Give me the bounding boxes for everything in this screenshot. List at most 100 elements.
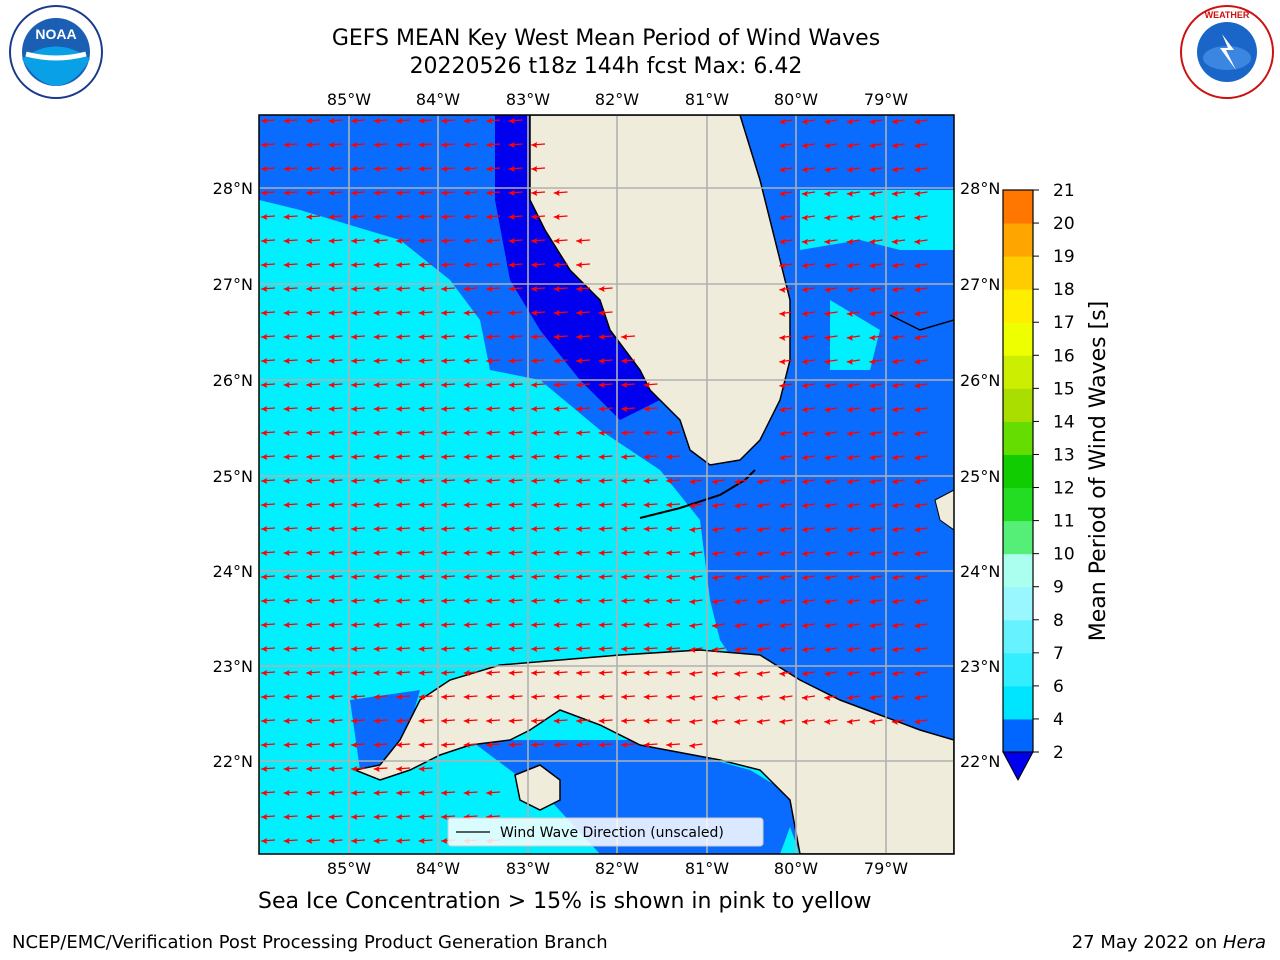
- wave-arrow: [824, 142, 838, 149]
- wave-arrow: [328, 597, 343, 604]
- wave-arrow: [351, 693, 366, 700]
- wave-arrow: [914, 502, 928, 509]
- wave-arrow: [373, 405, 388, 412]
- wave-arrow: [486, 141, 501, 148]
- wave-arrow: [486, 333, 501, 340]
- wave-arrow: [869, 190, 883, 197]
- wave-arrow: [891, 214, 906, 221]
- wave-arrow: [441, 453, 456, 460]
- wave-arrow: [508, 309, 523, 316]
- lon-label-top: 83°W: [506, 90, 550, 109]
- lat-label-right: 26°N: [960, 371, 1000, 390]
- wave-arrow: [306, 645, 321, 652]
- wave-arrow: [463, 453, 478, 460]
- wave-arrow: [351, 765, 366, 772]
- wave-arrow: [373, 261, 388, 268]
- wave-arrow: [801, 166, 816, 173]
- wave-arrow: [396, 237, 411, 244]
- wave-arrow: [869, 430, 883, 437]
- wave-arrow: [914, 526, 928, 533]
- wave-arrow: [666, 741, 681, 748]
- wave-arrow: [779, 478, 793, 485]
- wave-arrow: [914, 406, 928, 413]
- wave-arrow: [779, 718, 793, 725]
- wave-arrow: [553, 381, 568, 388]
- wave-arrow: [418, 285, 433, 292]
- wave-arrow: [689, 478, 703, 485]
- wave-arrow: [261, 813, 276, 820]
- wave-arrow: [463, 165, 478, 172]
- wave-arrow: [306, 549, 321, 556]
- wave-arrow: [441, 789, 456, 796]
- lon-label-top: 81°W: [685, 90, 729, 109]
- wave-arrow: [869, 502, 883, 509]
- wave-arrow: [508, 141, 523, 148]
- wave-arrow: [914, 430, 928, 437]
- wave-arrow: [283, 141, 298, 148]
- wave-arrow: [891, 142, 906, 149]
- wave-arrow: [779, 454, 793, 461]
- wave-arrow: [621, 741, 636, 748]
- wave-arrow: [756, 526, 771, 533]
- wave-arrow: [621, 717, 636, 724]
- wave-arrow: [283, 333, 298, 340]
- lat-label-right: 28°N: [960, 179, 1000, 198]
- wave-arrow: [779, 670, 793, 677]
- wave-arrow: [643, 549, 658, 556]
- wave-arrow: [553, 357, 568, 364]
- wave-arrow: [824, 502, 838, 509]
- wave-arrow: [531, 669, 546, 676]
- wave-arrow: [801, 598, 816, 605]
- wave-arrow: [621, 573, 636, 580]
- wave-arrow: [779, 286, 793, 293]
- wave-arrow: [666, 549, 681, 556]
- wave-arrow: [261, 669, 276, 676]
- wave-arrow: [734, 646, 748, 653]
- wave-arrow: [891, 694, 906, 701]
- wave-arrow: [351, 477, 366, 484]
- lon-label-top: 79°W: [864, 90, 908, 109]
- colorbar-tick-label: 4: [1053, 710, 1064, 730]
- wave-arrow: [666, 717, 681, 724]
- wave-arrow: [396, 621, 411, 628]
- legend-label: Wind Wave Direction (unscaled): [500, 825, 724, 841]
- wave-arrow: [801, 358, 816, 365]
- wave-arrow: [914, 622, 928, 629]
- wave-arrow: [418, 549, 433, 556]
- wave-arrow: [914, 238, 928, 245]
- wave-arrow: [643, 621, 658, 628]
- wave-arrow: [891, 358, 906, 365]
- wave-arrow: [869, 118, 883, 125]
- wave-arrow: [869, 550, 883, 557]
- wave-arrow: [508, 237, 523, 244]
- wave-arrow: [576, 549, 591, 556]
- wave-arrow: [396, 525, 411, 532]
- wave-arrow: [621, 645, 636, 652]
- wave-arrow: [576, 429, 591, 436]
- wave-arrow: [418, 309, 433, 316]
- wave-arrow: [576, 405, 591, 412]
- colorbar-tick-label: 17: [1053, 313, 1075, 333]
- wave-arrow: [756, 670, 771, 677]
- wave-arrow: [779, 166, 793, 173]
- colorbar-segment: [1003, 652, 1033, 687]
- wave-arrow: [914, 190, 928, 197]
- wave-arrow: [306, 621, 321, 628]
- wave-arrow: [351, 525, 366, 532]
- wave-arrow: [824, 622, 838, 629]
- wave-arrow: [508, 357, 523, 364]
- wave-arrow: [824, 550, 838, 557]
- colorbar-tick-label: 7: [1053, 644, 1064, 664]
- wave-arrow: [711, 646, 726, 653]
- wave-arrow: [306, 717, 321, 724]
- lat-label-left: 24°N: [213, 562, 253, 581]
- wave-arrow: [598, 453, 613, 460]
- wave-arrow: [418, 165, 433, 172]
- wave-arrow: [373, 381, 388, 388]
- wave-arrow: [486, 645, 501, 652]
- wave-arrow: [643, 741, 658, 748]
- wave-arrow: [846, 262, 861, 269]
- wave-arrow: [463, 237, 478, 244]
- wave-arrow: [914, 478, 928, 485]
- wave-arrow: [396, 429, 411, 436]
